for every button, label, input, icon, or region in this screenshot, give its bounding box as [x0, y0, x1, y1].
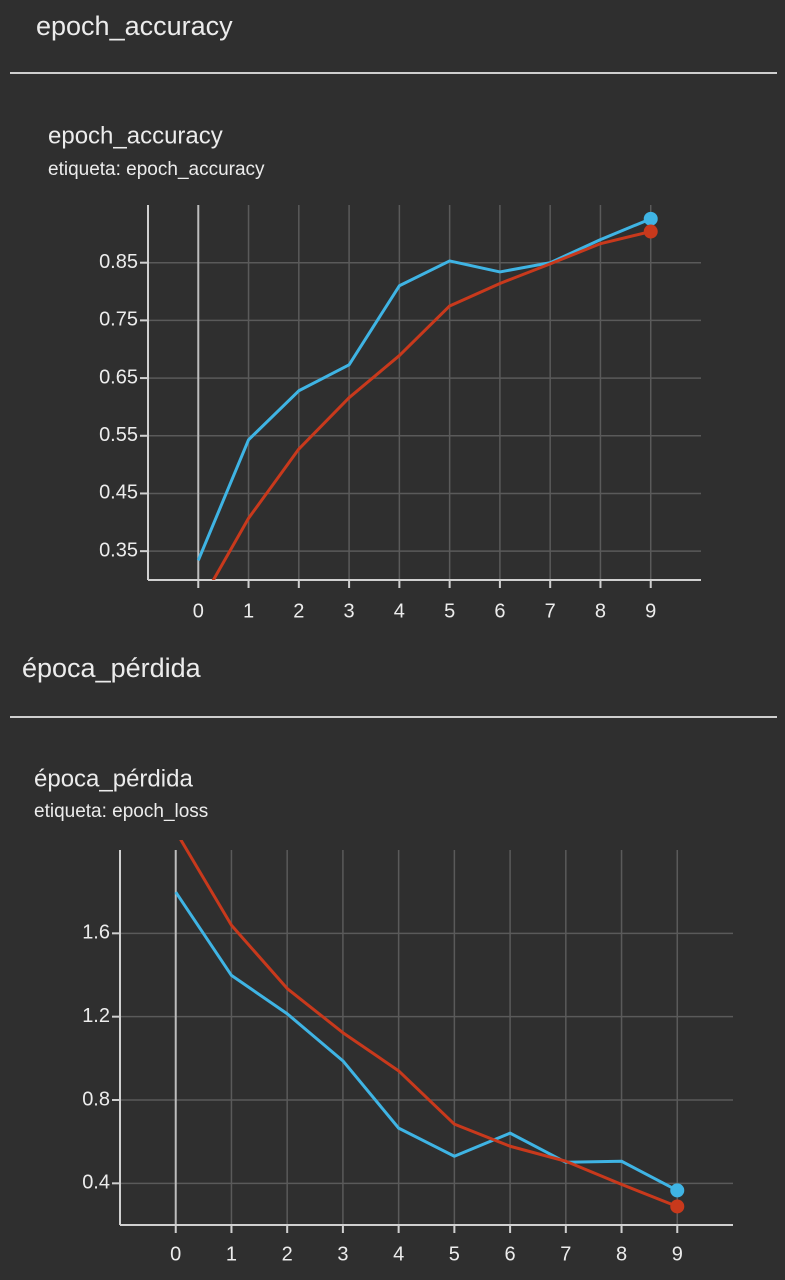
x-tick-label: 4 [393, 1243, 404, 1265]
series-line [196, 217, 652, 561]
y-tick-label: 0.85 [99, 251, 138, 273]
x-tick-label: 6 [505, 1243, 516, 1265]
series-line [174, 891, 678, 1192]
y-tick-label: 0.55 [99, 424, 138, 446]
x-tick-label: 8 [595, 600, 606, 622]
chart-subtitle: etiqueta: epoch_accuracy [48, 159, 265, 180]
x-tick-label: 3 [337, 1243, 348, 1265]
x-tick-label: 1 [243, 600, 254, 622]
x-tick-label: 7 [560, 1243, 571, 1265]
x-tick-label: 6 [494, 600, 505, 622]
y-tick-label: 0.75 [99, 309, 138, 331]
chart-title: epoch_accuracy [48, 122, 223, 149]
y-tick-label: 1.6 [82, 922, 110, 944]
x-tick-label: 9 [645, 600, 656, 622]
x-tick-label: 1 [226, 1243, 237, 1265]
series-line [211, 230, 652, 580]
x-tick-label: 4 [394, 600, 405, 622]
section-title: epoch_accuracy [36, 11, 233, 41]
x-tick-label: 5 [444, 600, 455, 622]
x-tick-label: 8 [616, 1243, 627, 1265]
section-title: época_pérdida [22, 653, 202, 683]
end-point [670, 1183, 685, 1198]
series-line [179, 840, 678, 1208]
y-tick-label: 0.4 [82, 1172, 110, 1194]
x-tick-label: 3 [344, 600, 355, 622]
chart-subtitle: etiqueta: epoch_loss [34, 801, 208, 822]
end-point [643, 224, 658, 239]
x-tick-label: 9 [672, 1243, 683, 1265]
y-tick-label: 0.8 [82, 1088, 110, 1110]
x-tick-label: 7 [545, 600, 556, 622]
y-tick-label: 0.45 [99, 482, 138, 504]
x-tick-label: 0 [193, 600, 204, 622]
y-tick-label: 0.35 [99, 539, 138, 561]
chart-title: época_pérdida [34, 765, 193, 792]
y-tick-label: 0.65 [99, 366, 138, 388]
x-tick-label: 5 [449, 1243, 460, 1265]
x-tick-label: 2 [293, 600, 304, 622]
plot-area [174, 840, 678, 1208]
x-tick-label: 2 [282, 1243, 293, 1265]
end-point [643, 211, 658, 226]
x-tick-label: 0 [170, 1243, 181, 1265]
y-tick-label: 1.2 [82, 1005, 110, 1027]
end-point [670, 1199, 685, 1214]
plot-area [196, 217, 652, 580]
